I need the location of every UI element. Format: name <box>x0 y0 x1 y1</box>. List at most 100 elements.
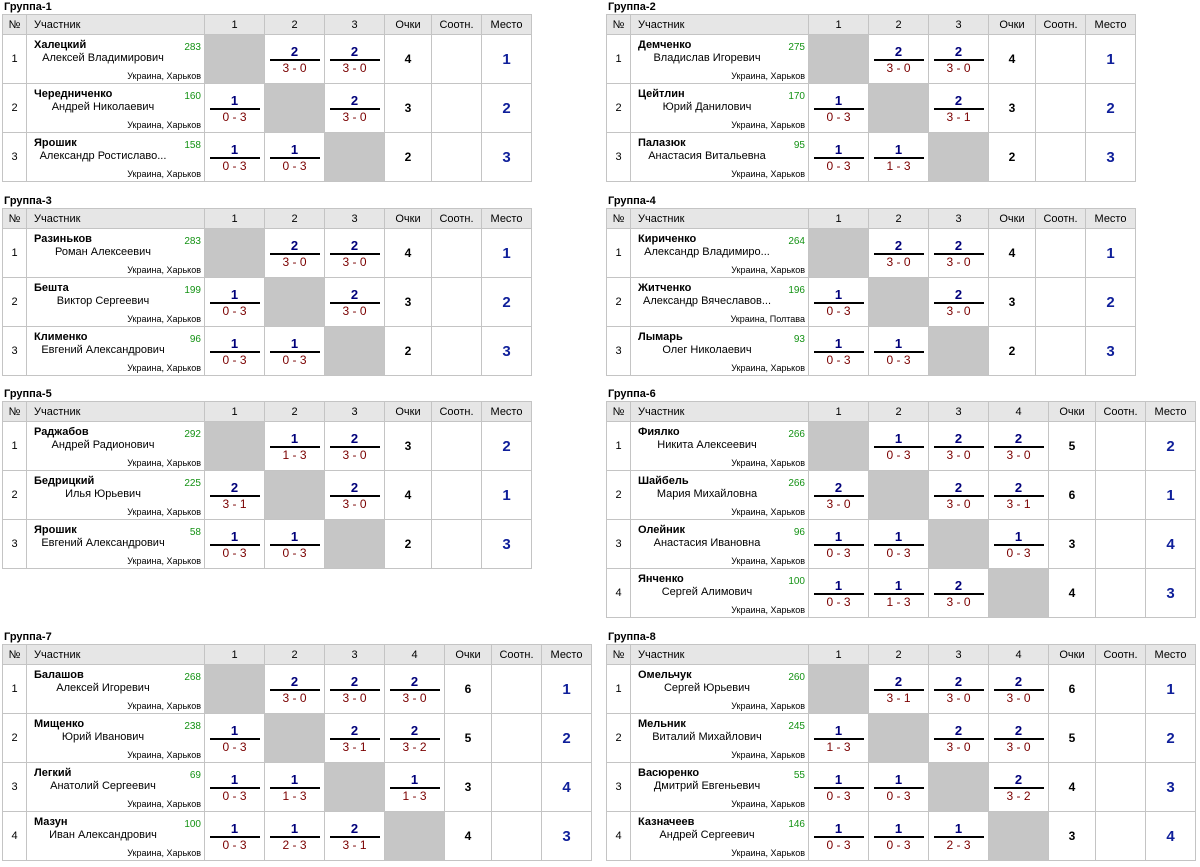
player-last-name[interactable]: Балашов <box>34 669 84 681</box>
player-cell[interactable]: Казначеев Андрей Сергеевич 146 Украина, Хар… <box>630 811 809 861</box>
match-result[interactable]: 2 3 - 0 <box>928 277 989 327</box>
match-result[interactable]: 2 3 - 0 <box>928 470 989 520</box>
player-cell[interactable]: Житченко Александр Вячеславов... 196 Украин… <box>630 277 809 327</box>
player-last-name[interactable]: Мазун <box>34 816 68 828</box>
match-result[interactable]: 2 3 - 1 <box>324 713 385 763</box>
player-cell[interactable]: Клименко Евгений Александрович 96 Украина, … <box>26 326 205 376</box>
match-result[interactable]: 2 3 - 1 <box>868 664 929 714</box>
match-result[interactable]: 1 0 - 3 <box>868 421 929 471</box>
match-result[interactable]: 1 0 - 3 <box>808 568 869 618</box>
match-result[interactable]: 2 3 - 0 <box>324 228 385 278</box>
match-result[interactable]: 2 3 - 0 <box>988 421 1049 471</box>
player-cell[interactable]: Мищенко Юрий Иванович 238 Украина, Харьков <box>26 713 205 763</box>
player-cell[interactable]: Фиялко Никита Алексеевич 266 Украина, Харьк… <box>630 421 809 471</box>
player-last-name[interactable]: Халецкий <box>34 39 87 51</box>
player-cell[interactable]: Ярошик Евгений Александрович 58 Украина, Ха… <box>26 519 205 569</box>
match-result[interactable]: 2 3 - 0 <box>324 664 385 714</box>
match-result[interactable]: 2 3 - 0 <box>264 34 325 84</box>
player-last-name[interactable]: Раджабов <box>34 426 89 438</box>
match-result[interactable]: 2 3 - 0 <box>928 34 989 84</box>
match-result[interactable]: 1 1 - 3 <box>868 132 929 182</box>
player-cell[interactable]: Балашов Алексей Игоревич 268 Украина, Харьк… <box>26 664 205 714</box>
player-last-name[interactable]: Чередниченко <box>34 88 113 100</box>
match-result[interactable]: 1 0 - 3 <box>204 713 265 763</box>
player-cell[interactable]: Шайбель Мария Михайловна 266 Украина, Харьк… <box>630 470 809 520</box>
match-result[interactable]: 2 3 - 0 <box>928 713 989 763</box>
player-cell[interactable]: Лымарь Олег Николаевич 93 Украина, Харьков <box>630 326 809 376</box>
match-result[interactable]: 1 0 - 3 <box>204 277 265 327</box>
player-last-name[interactable]: Кириченко <box>638 233 697 245</box>
match-result[interactable]: 2 3 - 0 <box>928 664 989 714</box>
match-result[interactable]: 2 3 - 0 <box>988 713 1049 763</box>
player-last-name[interactable]: Демченко <box>638 39 692 51</box>
match-result[interactable]: 2 3 - 0 <box>808 470 869 520</box>
player-last-name[interactable]: Лымарь <box>638 331 683 343</box>
match-result[interactable]: 2 3 - 0 <box>928 421 989 471</box>
match-result[interactable]: 1 1 - 3 <box>808 713 869 763</box>
match-result[interactable]: 1 1 - 3 <box>384 762 445 812</box>
player-last-name[interactable]: Шайбель <box>638 475 689 487</box>
match-result[interactable]: 2 3 - 2 <box>988 762 1049 812</box>
match-result[interactable]: 2 3 - 0 <box>324 470 385 520</box>
player-cell[interactable]: Бешта Виктор Сергеевич 199 Украина, Харьков <box>26 277 205 327</box>
player-cell[interactable]: Чередниченко Андрей Николаевич 160 Украина,… <box>26 83 205 133</box>
player-cell[interactable]: Демченко Владислав Игоревич 275 Украина, Ха… <box>630 34 809 84</box>
match-result[interactable]: 2 3 - 0 <box>868 228 929 278</box>
match-result[interactable]: 2 3 - 1 <box>324 811 385 861</box>
player-cell[interactable]: Цейтлин Юрий Данилович 170 Украина, Харьков <box>630 83 809 133</box>
player-cell[interactable]: Мазун Иван Александрович 100 Украина, Харьк… <box>26 811 205 861</box>
player-cell[interactable]: Палазюк Анастасия Витальевна 95 Украина, Ха… <box>630 132 809 182</box>
player-last-name[interactable]: Олейник <box>638 524 686 536</box>
match-result[interactable]: 1 0 - 3 <box>808 132 869 182</box>
match-result[interactable]: 1 0 - 3 <box>204 811 265 861</box>
player-last-name[interactable]: Легкий <box>34 767 72 779</box>
match-result[interactable]: 2 3 - 0 <box>264 664 325 714</box>
match-result[interactable]: 1 1 - 3 <box>264 421 325 471</box>
match-result[interactable]: 2 3 - 0 <box>324 277 385 327</box>
player-cell[interactable]: Омельчук Сергей Юрьевич 260 Украина, Харько… <box>630 664 809 714</box>
player-cell[interactable]: Кириченко Александр Владимиро... 264 Украин… <box>630 228 809 278</box>
match-result[interactable]: 1 1 - 3 <box>264 762 325 812</box>
match-result[interactable]: 2 3 - 0 <box>928 568 989 618</box>
match-result[interactable]: 1 0 - 3 <box>808 519 869 569</box>
match-result[interactable]: 1 0 - 3 <box>264 326 325 376</box>
player-cell[interactable]: Мельник Виталий Михайлович 245 Украина, Хар… <box>630 713 809 763</box>
match-result[interactable]: 1 2 - 3 <box>928 811 989 861</box>
player-cell[interactable]: Халецкий Алексей Владимирович 283 Украина, … <box>26 34 205 84</box>
player-last-name[interactable]: Мищенко <box>34 718 85 730</box>
match-result[interactable]: 2 3 - 0 <box>988 664 1049 714</box>
player-cell[interactable]: Ярошик Александр Ростиславо... 158 Украина,… <box>26 132 205 182</box>
match-result[interactable]: 1 0 - 3 <box>808 811 869 861</box>
match-result[interactable]: 1 0 - 3 <box>868 762 929 812</box>
match-result[interactable]: 2 3 - 2 <box>384 713 445 763</box>
match-result[interactable]: 2 3 - 1 <box>928 83 989 133</box>
match-result[interactable]: 2 3 - 0 <box>384 664 445 714</box>
match-result[interactable]: 1 0 - 3 <box>808 762 869 812</box>
player-cell[interactable]: Васюренко Дмитрий Евгеньевич 55 Украина, Ха… <box>630 762 809 812</box>
match-result[interactable]: 1 0 - 3 <box>264 132 325 182</box>
player-cell[interactable]: Легкий Анатолий Сергеевич 69 Украина, Харьк… <box>26 762 205 812</box>
player-cell[interactable]: Олейник Анастасия Ивановна 96 Украина, Харь… <box>630 519 809 569</box>
match-result[interactable]: 1 0 - 3 <box>204 83 265 133</box>
player-last-name[interactable]: Цейтлин <box>638 88 685 100</box>
match-result[interactable]: 2 3 - 1 <box>988 470 1049 520</box>
player-last-name[interactable]: Бедрицкий <box>34 475 95 487</box>
player-cell[interactable]: Раджабов Андрей Радионович 292 Украина, Хар… <box>26 421 205 471</box>
match-result[interactable]: 1 0 - 3 <box>204 326 265 376</box>
match-result[interactable]: 2 3 - 0 <box>868 34 929 84</box>
player-last-name[interactable]: Бешта <box>34 282 69 294</box>
match-result[interactable]: 1 0 - 3 <box>204 132 265 182</box>
match-result[interactable]: 1 0 - 3 <box>868 519 929 569</box>
player-last-name[interactable]: Житченко <box>638 282 692 294</box>
player-last-name[interactable]: Разиньков <box>34 233 92 245</box>
player-last-name[interactable]: Васюренко <box>638 767 700 779</box>
player-cell[interactable]: Бедрицкий Илья Юрьевич 225 Украина, Харьков <box>26 470 205 520</box>
player-cell[interactable]: Янченко Сергей Алимович 100 Украина, Харько… <box>630 568 809 618</box>
match-result[interactable]: 1 0 - 3 <box>868 811 929 861</box>
match-result[interactable]: 1 1 - 3 <box>868 568 929 618</box>
player-last-name[interactable]: Палазюк <box>638 137 686 149</box>
match-result[interactable]: 1 2 - 3 <box>264 811 325 861</box>
player-cell[interactable]: Разиньков Роман Алексеевич 283 Украина, Хар… <box>26 228 205 278</box>
player-last-name[interactable]: Янченко <box>638 573 684 585</box>
match-result[interactable]: 1 0 - 3 <box>264 519 325 569</box>
